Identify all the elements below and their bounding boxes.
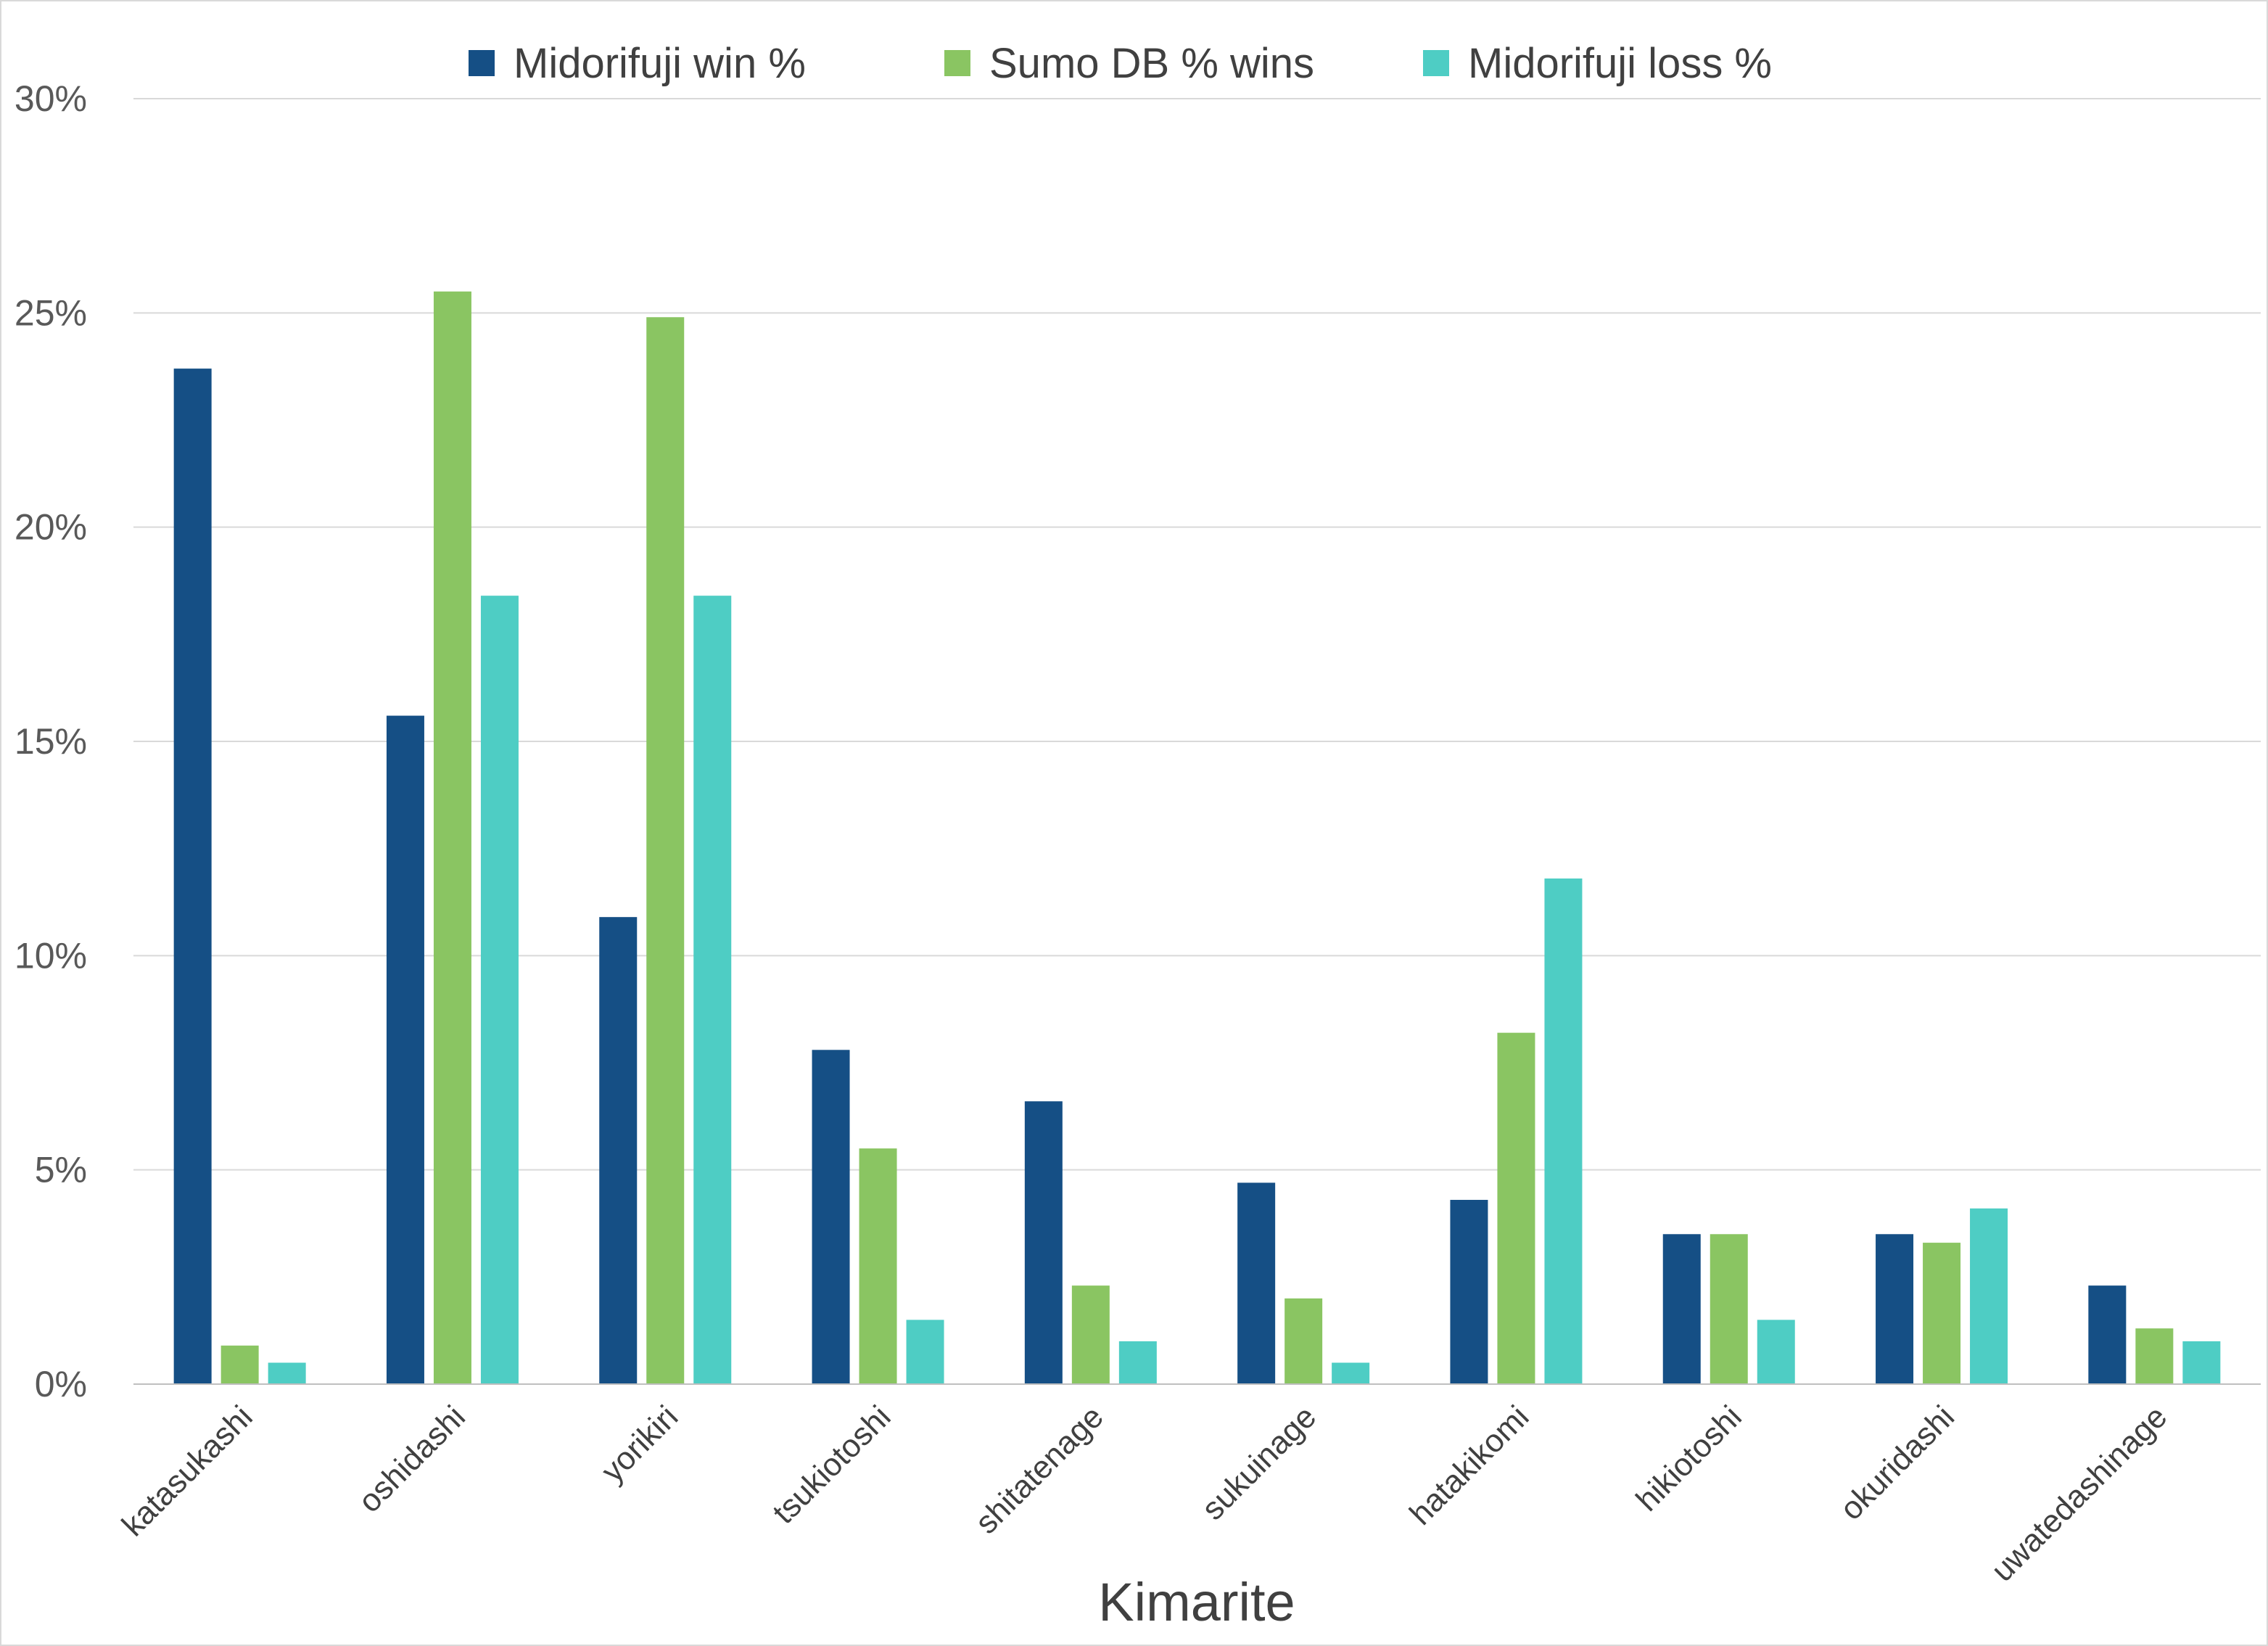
x-tick-label: sukuinage (1195, 1399, 1324, 1527)
legend-label: Midorifuji loss % (1468, 40, 1772, 87)
x-tick-label: oshidashi (352, 1399, 472, 1519)
bar-sukuinage-series-3 (1332, 1362, 1370, 1384)
x-tick-label: uwatedashinage (1984, 1399, 2174, 1588)
legend: Midorifuji win % Sumo DB % wins Midorifuji… (469, 40, 1772, 87)
bar-sukuinage-series-2 (1284, 1298, 1323, 1384)
bar-uwatedashinage-series-1 (2088, 1285, 2127, 1384)
legend-swatch (469, 50, 495, 76)
bar-katasukashi-series-2 (220, 1345, 259, 1384)
legend-label: Sumo DB % wins (989, 40, 1314, 87)
y-tick-label: 30% (15, 78, 87, 119)
bar-okuridashi-series-2 (1923, 1243, 1961, 1384)
bars (173, 291, 2221, 1384)
x-tick-label: katasukashi (115, 1399, 260, 1543)
bar-hatakikomi-series-3 (1544, 878, 1583, 1384)
bar-shitatenage-series-1 (1024, 1101, 1063, 1384)
x-axis-category-labels: katasukashi oshidashi yorikiri tsukiotoshi s… (115, 1399, 2174, 1588)
y-tick-label: 25% (15, 292, 87, 333)
legend-label: Midorifuji win % (514, 40, 806, 87)
x-axis-title: Kimarite (1098, 1572, 1295, 1632)
legend-swatch (944, 50, 970, 76)
bar-oshidashi-series-3 (480, 596, 519, 1384)
bar-hatakikomi-series-1 (1450, 1200, 1488, 1384)
y-tick-label: 0% (35, 1364, 87, 1404)
y-tick-label: 15% (15, 721, 87, 762)
y-tick-label: 5% (35, 1150, 87, 1190)
bar-sukuinage-series-1 (1237, 1182, 1276, 1384)
bar-yorikiri-series-2 (646, 317, 685, 1384)
bar-oshidashi-series-2 (433, 291, 471, 1384)
y-axis-tick-labels: 0% 5% 10% 15% 20% 25% 30% (15, 78, 87, 1404)
bar-okuridashi-series-3 (1970, 1208, 2008, 1384)
bar-yorikiri-series-1 (599, 917, 638, 1384)
bar-uwatedashinage-series-2 (2135, 1328, 2174, 1384)
bar-yorikiri-series-3 (693, 596, 732, 1384)
y-tick-label: 10% (15, 935, 87, 976)
bar-tsukiotoshi-series-3 (906, 1320, 944, 1384)
x-tick-label: shitatenage (968, 1399, 1110, 1541)
bar-oshidashi-series-1 (386, 715, 424, 1384)
bar-okuridashi-series-1 (1876, 1234, 1914, 1384)
bar-tsukiotoshi-series-2 (859, 1148, 897, 1384)
bar-shitatenage-series-2 (1071, 1285, 1110, 1384)
bar-hikiotoshi-series-3 (1757, 1320, 1795, 1384)
x-tick-label: tsukiotoshi (766, 1399, 898, 1531)
x-tick-label: okuridashi (1834, 1399, 1961, 1526)
bar-shitatenage-series-3 (1118, 1341, 1157, 1384)
x-tick-label: hatakikomi (1403, 1399, 1535, 1531)
bar-tsukiotoshi-series-1 (812, 1050, 850, 1384)
legend-swatch (1423, 50, 1449, 76)
x-tick-label: yorikiri (595, 1399, 685, 1489)
bar-uwatedashinage-series-3 (2182, 1341, 2221, 1384)
bar-hikiotoshi-series-2 (1710, 1234, 1748, 1384)
bar-katasukashi-series-1 (173, 369, 212, 1384)
bar-hikiotoshi-series-1 (1662, 1234, 1701, 1384)
x-tick-label: hikiotoshi (1629, 1399, 1748, 1518)
bar-katasukashi-series-3 (268, 1362, 306, 1384)
y-tick-label: 20% (15, 507, 87, 548)
bar-hatakikomi-series-2 (1497, 1032, 1535, 1384)
